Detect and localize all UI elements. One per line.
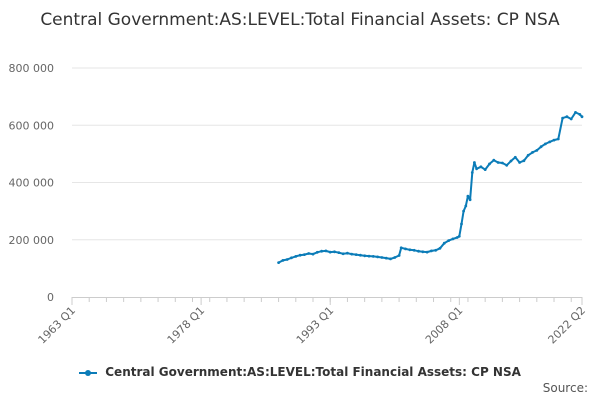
data-point[interactable] [425,250,429,254]
data-point[interactable] [277,261,280,264]
y-tick-label: 400 000 [9,177,55,190]
data-point[interactable] [298,253,302,257]
data-point[interactable] [434,248,438,252]
data-point[interactable] [438,246,442,250]
data-point[interactable] [565,115,569,119]
data-point[interactable] [412,248,416,252]
x-tick-label: 1978 Q1 [165,304,208,347]
data-point[interactable] [350,252,354,256]
data-point[interactable] [569,117,573,121]
data-point[interactable] [462,209,465,213]
data-point[interactable] [328,250,332,254]
data-point[interactable] [473,161,476,164]
data-point[interactable] [580,115,584,119]
data-point[interactable] [294,255,298,258]
x-tick-label: 1963 Q1 [36,304,79,347]
data-point[interactable] [492,158,496,162]
data-point[interactable] [552,138,556,142]
y-tick-label: 600 000 [9,119,55,132]
data-point[interactable] [399,246,403,250]
data-point[interactable] [468,198,472,202]
source-label: Source: [542,381,588,395]
data-point[interactable] [451,237,455,241]
data-point[interactable] [384,256,388,260]
x-tick-label: 2022 Q2 [546,304,589,347]
data-point[interactable] [470,171,474,174]
data-point[interactable] [376,255,379,259]
data-point[interactable] [315,250,319,254]
data-point[interactable] [363,254,367,258]
data-point[interactable] [535,149,539,152]
data-point[interactable] [307,252,311,255]
x-tick-label: 2008 Q1 [423,304,466,347]
data-point[interactable] [397,254,401,257]
data-point[interactable] [501,161,504,165]
data-point[interactable] [475,167,478,171]
data-point[interactable] [556,137,560,141]
legend-swatch [79,369,98,376]
data-point[interactable] [460,222,463,226]
data-point[interactable] [367,254,371,258]
data-point[interactable] [526,153,530,157]
chart-title: Central Government:AS:LEVEL:Total Financ… [40,10,560,30]
data-point[interactable] [488,162,491,166]
data-point[interactable] [311,252,315,256]
data-point[interactable] [442,241,446,245]
data-point[interactable] [346,251,349,255]
data-point[interactable] [354,253,358,256]
data-point[interactable] [466,194,470,198]
data-point[interactable] [548,140,552,144]
data-point[interactable] [421,250,425,254]
data-point[interactable] [285,258,289,261]
data-point[interactable] [496,161,500,164]
data-point[interactable] [457,234,461,238]
x-tick-label: 1993 Q1 [294,304,337,347]
data-point[interactable] [561,116,564,120]
data-point[interactable] [464,204,468,208]
data-point[interactable] [574,111,577,114]
data-point[interactable] [430,249,433,253]
data-point[interactable] [324,249,328,253]
data-point[interactable] [380,256,384,259]
data-point[interactable] [417,249,420,253]
data-point[interactable] [513,155,517,159]
data-point[interactable] [320,249,323,253]
data-point[interactable] [531,151,534,154]
data-point[interactable] [509,159,513,163]
data-point[interactable] [371,255,375,258]
data-point[interactable] [505,163,509,167]
data-point[interactable] [393,256,397,259]
data-point[interactable] [544,142,547,146]
data-point[interactable] [281,259,285,262]
data-point[interactable] [408,248,412,252]
data-point[interactable] [290,256,293,260]
y-tick-label: 200 000 [9,234,55,247]
data-point[interactable] [578,113,582,116]
data-point[interactable] [404,247,407,251]
data-point[interactable] [389,257,392,261]
data-point[interactable] [337,251,341,255]
y-tick-label: 0 [47,291,54,304]
x-axis-ticks: 1963 Q1 1978 Q1 1993 Q1 2008 Q1 2022 Q2 [36,304,589,347]
data-point[interactable] [518,161,521,164]
legend-label: Central Government:AS:LEVEL:Total Financ… [105,365,521,379]
data-point[interactable] [539,145,543,149]
data-point[interactable] [455,236,459,239]
data-point[interactable] [341,252,345,256]
y-axis-ticks: 0 200 000 400 000 600 000 800 000 [9,62,55,304]
data-point[interactable] [522,159,526,163]
data-point[interactable] [303,253,306,256]
y-tick-label: 800 000 [9,62,55,75]
data-point[interactable] [359,253,362,257]
data-point[interactable] [483,168,487,172]
series-layer [277,111,584,264]
data-point[interactable] [447,239,450,243]
legend[interactable]: Central Government:AS:LEVEL:Total Financ… [0,365,600,379]
data-point[interactable] [479,165,483,169]
gridlines [71,67,583,305]
data-point[interactable] [333,250,336,254]
